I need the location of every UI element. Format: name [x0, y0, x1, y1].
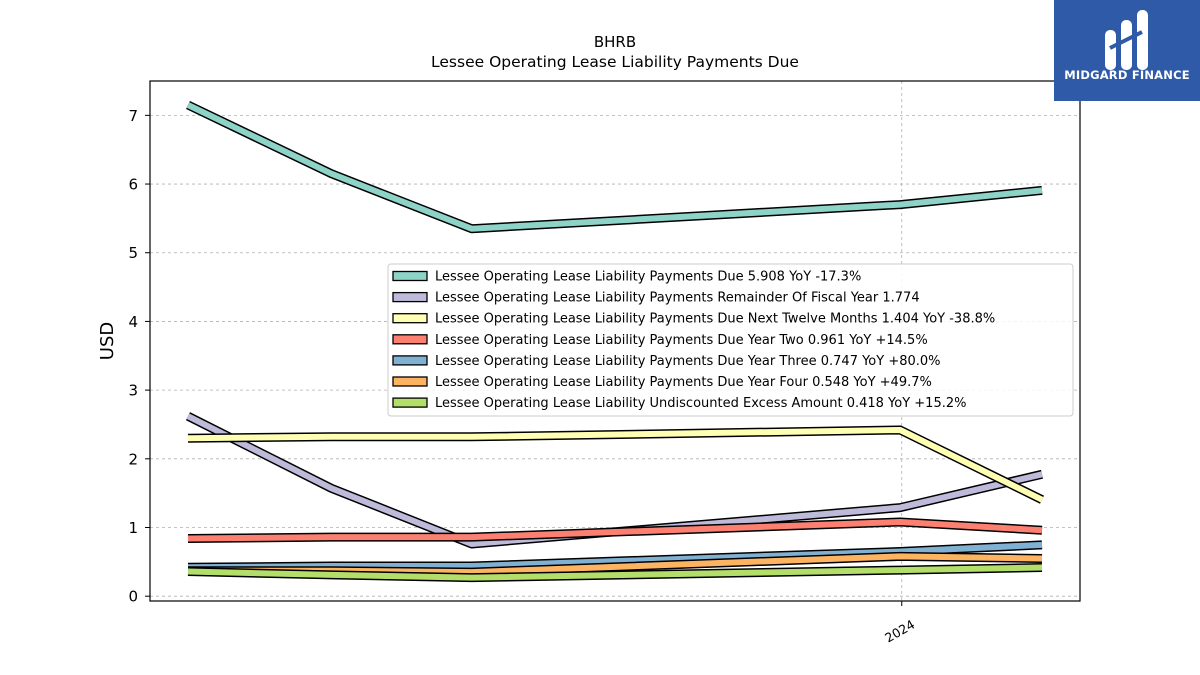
series-line-7 — [187, 563, 1043, 583]
y-axis: 0 1 2 3 4 5 6 7 — [128, 107, 150, 606]
legend-label: Lessee Operating Lease Liability Payment… — [435, 270, 861, 285]
legend-box — [387, 263, 1074, 417]
y-tick-label: 2 — [128, 450, 138, 468]
series-line-3 — [187, 425, 1044, 504]
legend-swatch — [392, 313, 428, 324]
y-tick-label: 3 — [128, 382, 138, 400]
y-tick-label: 4 — [128, 313, 138, 331]
legend-label: Lessee Operating Lease Liability Payment… — [435, 333, 928, 348]
y-tick-label: 7 — [128, 107, 138, 125]
chart-title: BHRB — [594, 33, 636, 51]
legend-label: Lessee Operating Lease Liability Payment… — [435, 354, 941, 369]
logo-text: MIDGARD FINANCE — [1064, 68, 1190, 82]
plot-frame — [149, 80, 1081, 602]
series-line-1 — [186, 100, 1043, 234]
legend-swatch — [392, 397, 428, 408]
legend-label: Lessee Operating Lease Liability Payment… — [435, 291, 920, 306]
y-tick-label: 5 — [128, 244, 138, 262]
legend-label: Lessee Operating Lease Liability Undisco… — [435, 396, 966, 411]
y-tick-label: 1 — [128, 519, 138, 537]
series-lines — [185, 100, 1044, 583]
y-tick-label: 0 — [128, 588, 138, 606]
x-tick-label: 2024 — [882, 617, 917, 646]
legend-swatch — [392, 291, 428, 303]
x-axis: 2024 — [882, 601, 917, 646]
legend-swatch — [392, 355, 428, 366]
y-tick-label: 6 — [128, 176, 138, 194]
y-axis-label: USD — [97, 322, 118, 360]
series-line-4 — [187, 517, 1043, 543]
logo-mark-icon — [1105, 10, 1148, 70]
midgard-finance-logo: MIDGARD FINANCE — [1054, 0, 1200, 101]
chart-subtitle: Lessee Operating Lease Liability Payment… — [431, 53, 799, 71]
legend-label: Lessee Operating Lease Liability Payment… — [435, 312, 995, 327]
legend-swatch — [392, 270, 428, 282]
legend-swatch — [392, 376, 428, 387]
legend: Lessee Operating Lease Liability Payment… — [387, 263, 1074, 417]
series-line-2 — [185, 412, 1044, 549]
legend-swatch — [392, 334, 428, 345]
legend-label: Lessee Operating Lease Liability Payment… — [435, 375, 932, 390]
